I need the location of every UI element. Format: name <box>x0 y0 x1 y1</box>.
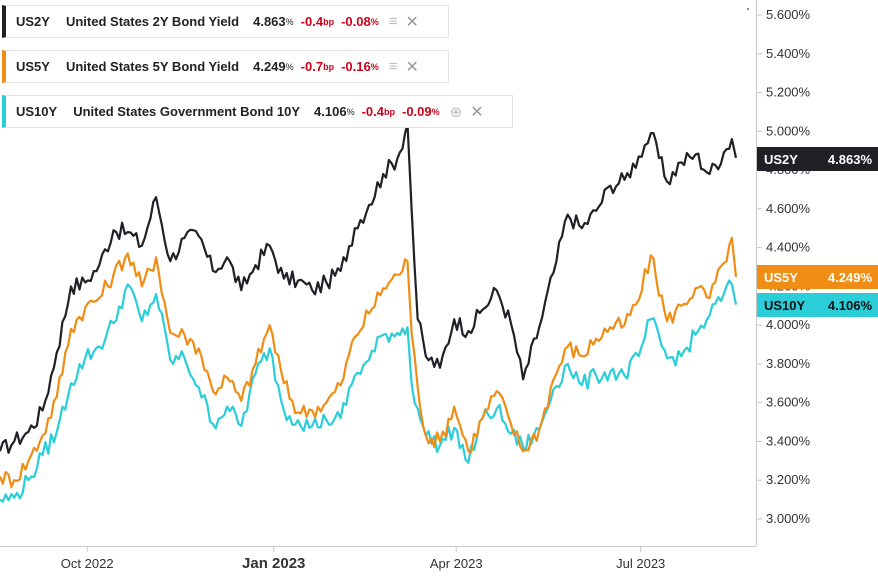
y-tick-label: 5.200% <box>766 85 811 100</box>
x-tick-label: Apr 2023 <box>430 556 483 571</box>
legend-symbol: US2Y <box>16 14 50 29</box>
series-line-us2y <box>0 122 738 454</box>
legend-item-us2y[interactable]: US2Y United States 2Y Bond Yield 4.863% -0.… <box>2 5 449 38</box>
y-tick-label: 3.000% <box>766 511 811 526</box>
close-icon[interactable]: ✕ <box>470 103 484 121</box>
legend-series-name: United States Government Bond 10Y <box>73 104 301 119</box>
legend-change-pct: -0.08 <box>341 14 371 29</box>
legend-last-value: 4.863 <box>253 14 286 29</box>
legend-last-unit: % <box>285 61 294 72</box>
legend-last-unit: % <box>346 106 355 117</box>
legend-pct-unit: % <box>370 61 379 72</box>
legend-symbol: US5Y <box>16 59 50 74</box>
last-value-number: 4.249% <box>828 270 873 285</box>
legend-change-unit: bp <box>323 16 335 27</box>
x-tick-label: Jan 2023 <box>242 555 305 572</box>
y-tick-label: 3.600% <box>766 395 811 410</box>
last-value-symbol: US2Y <box>764 152 798 167</box>
legend-change-unit: bp <box>384 106 395 117</box>
y-tick-label: 3.800% <box>766 356 811 371</box>
last-value-number: 4.863% <box>828 152 873 167</box>
legend-change-bp: -0.7 <box>300 59 324 74</box>
last-value-badge-us5y <box>757 265 878 289</box>
y-tick-label: 3.200% <box>766 472 811 487</box>
y-tick-label: 4.000% <box>766 317 811 332</box>
legend-change-bp: -0.4 <box>361 104 384 119</box>
stack-icon[interactable]: ≡ <box>388 13 398 30</box>
last-value-badge-us2y <box>757 147 878 171</box>
legend-pct-unit: % <box>370 16 379 27</box>
stack-add-icon[interactable]: ⊕ <box>449 103 463 121</box>
legend-change-bp: -0.4 <box>300 14 324 29</box>
stack-icon[interactable]: ≡ <box>388 58 398 75</box>
legend-pct-unit: % <box>431 106 440 117</box>
close-icon[interactable]: ✕ <box>405 58 419 76</box>
y-tick-label: 4.600% <box>766 201 811 216</box>
legend-last-value: 4.249 <box>253 59 286 74</box>
series-line-us5y <box>0 236 738 489</box>
last-value-number: 4.106% <box>828 298 873 313</box>
legend-last-unit: % <box>285 16 294 27</box>
legend-series-name: United States 2Y Bond Yield <box>65 14 240 29</box>
x-tick-label: Oct 2022 <box>61 556 114 571</box>
last-value-symbol: US5Y <box>764 270 798 285</box>
y-tick-label: 4.400% <box>766 240 811 255</box>
y-tick-label: 3.400% <box>766 433 811 448</box>
close-icon[interactable]: ✕ <box>405 13 419 31</box>
legend-last-value: 4.106 <box>314 104 347 119</box>
crosshair-dot <box>747 8 749 10</box>
legend-item-us10y[interactable]: US10Y United States Government Bond 10Y 4.… <box>2 95 513 128</box>
series-line-us10y <box>0 279 738 503</box>
legend-series-name: United States 5Y Bond Yield <box>65 59 240 74</box>
legend-symbol: US10Y <box>16 104 58 119</box>
last-value-badge-us10y <box>757 293 878 317</box>
legend-change-unit: bp <box>323 61 335 72</box>
y-tick-label: 5.000% <box>766 123 811 138</box>
last-value-symbol: US10Y <box>764 298 806 313</box>
legend-change-pct: -0.09 <box>402 104 432 119</box>
legend-change-pct: -0.16 <box>341 59 371 74</box>
y-tick-label: 5.400% <box>766 46 811 61</box>
y-tick-label: 5.600% <box>766 7 811 22</box>
x-tick-label: Jul 2023 <box>616 556 665 571</box>
legend-item-us5y[interactable]: US5Y United States 5Y Bond Yield 4.249% -0.… <box>2 50 449 83</box>
